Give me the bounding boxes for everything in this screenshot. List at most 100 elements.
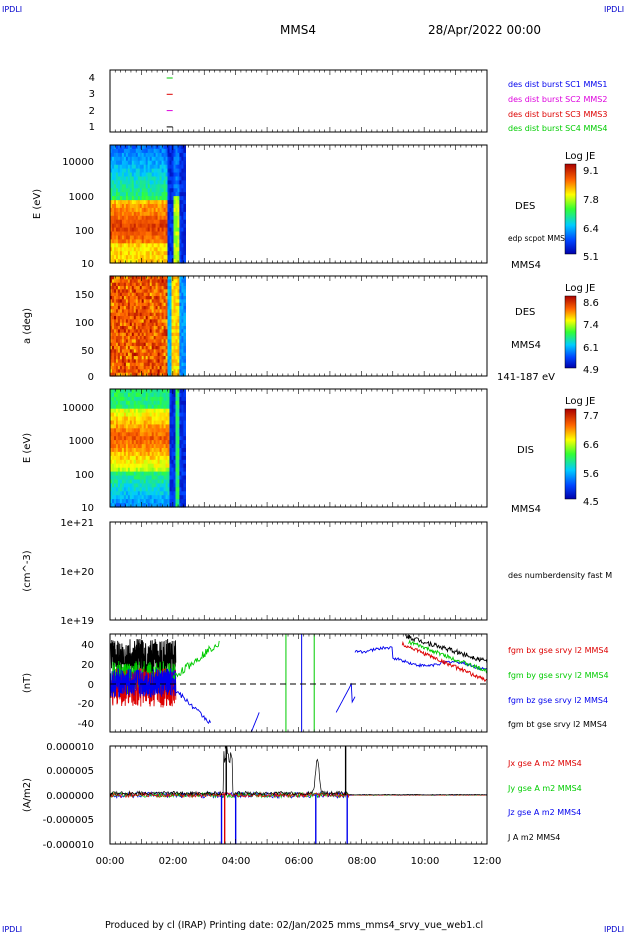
- heatmap-cell: [169, 491, 173, 496]
- heatmap-cell: [157, 276, 161, 280]
- heatmap-cell: [159, 239, 163, 244]
- heatmap-cell: [131, 235, 135, 240]
- heatmap-cell: [171, 400, 175, 406]
- heatmap-cell: [116, 306, 119, 310]
- heatmap-cell: [183, 196, 186, 201]
- heatmap-cell: [167, 302, 171, 307]
- heatmap-cell: [117, 352, 121, 357]
- heatmap-cell: [110, 389, 113, 394]
- heatmap-cell: [137, 306, 141, 310]
- heatmap-cell: [159, 487, 163, 492]
- heatmap-cell: [129, 451, 133, 457]
- heatmap-cell: [112, 408, 115, 414]
- heatmap-cell: [145, 255, 149, 260]
- heatmap-cell: [135, 319, 139, 324]
- heatmap-cell: [145, 396, 149, 402]
- heatmap-cell: [141, 455, 145, 461]
- heatmap-cell: [114, 152, 117, 158]
- heatmap-cell: [145, 243, 149, 248]
- heatmap-cell: [177, 451, 181, 457]
- heatmap-cell: [159, 440, 163, 445]
- heatmap-cell: [112, 223, 115, 229]
- heatmap-cell: [117, 436, 121, 441]
- heatmap-cell: [133, 451, 137, 457]
- heatmap-cell: [165, 332, 169, 337]
- heatmap-cell: [110, 316, 113, 320]
- heatmap-cell: [139, 152, 143, 158]
- heatmap-cell: [125, 192, 129, 197]
- heatmap-cell: [119, 336, 123, 340]
- heatmap-cell: [157, 503, 161, 508]
- heatmap-cell: [165, 276, 169, 280]
- heatmap-cell: [121, 164, 125, 170]
- heatmap-cell: [123, 420, 127, 425]
- heatmap-cell: [123, 455, 127, 461]
- heatmap-cell: [137, 211, 141, 217]
- heatmap-cell: [135, 346, 139, 350]
- heatmap-cell: [116, 176, 119, 181]
- heatmap-cell: [129, 346, 133, 350]
- heatmap-cell: [183, 312, 186, 317]
- heatmap-cell: [117, 491, 121, 496]
- heatmap-cell: [159, 148, 163, 154]
- heatmap-cell: [129, 467, 133, 473]
- heatmap-cell: [133, 459, 137, 465]
- heatmap-cell: [171, 356, 175, 360]
- heatmap-cell: [161, 207, 165, 213]
- heatmap-cell: [121, 168, 125, 174]
- heatmap-cell: [171, 306, 175, 310]
- heatmap-cell: [116, 207, 119, 213]
- heatmap-cell: [183, 255, 186, 260]
- fgm-ytick: 40: [81, 640, 94, 651]
- heatmap-cell: [149, 299, 153, 304]
- heatmap-cell: [147, 196, 151, 201]
- heatmap-cell: [112, 362, 115, 367]
- heatmap-cell: [117, 459, 121, 465]
- heatmap-cell: [159, 329, 163, 334]
- heatmap-cell: [157, 160, 161, 166]
- heatmap-cell: [175, 289, 179, 294]
- heatmap-cell: [147, 289, 151, 294]
- heatmap-cell: [157, 289, 161, 294]
- heatmap-cell: [175, 176, 179, 181]
- heatmap-cell: [116, 322, 119, 327]
- heatmap-cell: [125, 326, 129, 330]
- heatmap-cell: [167, 200, 171, 205]
- heatmap-cell: [167, 172, 171, 177]
- heatmap-cell: [116, 243, 119, 248]
- heatmap-cell: [125, 168, 129, 174]
- heatmap-cell: [173, 322, 177, 327]
- heatmap-cell: [145, 259, 149, 264]
- heatmap-cell: [147, 346, 151, 350]
- heatmap-cell: [169, 200, 173, 205]
- heatmap-cell: [181, 369, 184, 374]
- heatmap-cell: [117, 196, 121, 201]
- des-energy-ylabel: E (eV): [32, 189, 43, 219]
- heatmap-cell: [177, 483, 181, 488]
- heatmap-cell: [159, 282, 163, 287]
- heatmap-cell: [143, 503, 147, 508]
- heatmap-cell: [131, 251, 135, 256]
- heatmap-cell: [135, 279, 139, 284]
- heatmap-cell: [116, 336, 119, 340]
- heatmap-cell: [161, 292, 165, 297]
- heatmap-cell: [155, 412, 159, 418]
- heatmap-cell: [177, 160, 181, 166]
- heatmap-cell: [129, 279, 133, 284]
- heatmap-cell: [155, 342, 159, 347]
- dis-energy-heatmap: [110, 389, 186, 508]
- heatmap-cell: [181, 392, 184, 398]
- heatmap-cell: [137, 359, 141, 364]
- des-pitch-energy-label: 141-187 eV: [497, 372, 555, 383]
- heatmap-cell: [177, 404, 181, 410]
- heatmap-cell: [181, 372, 184, 377]
- heatmap-cell: [161, 432, 165, 437]
- heatmap-cell: [133, 184, 137, 189]
- heatmap-cell: [133, 424, 137, 429]
- heatmap-cell: [165, 396, 169, 402]
- heatmap-cell: [127, 200, 131, 205]
- heatmap-cell: [175, 239, 179, 244]
- heatmap-cell: [179, 503, 182, 508]
- heatmap-cell: [131, 319, 135, 324]
- heatmap-cell: [137, 219, 141, 225]
